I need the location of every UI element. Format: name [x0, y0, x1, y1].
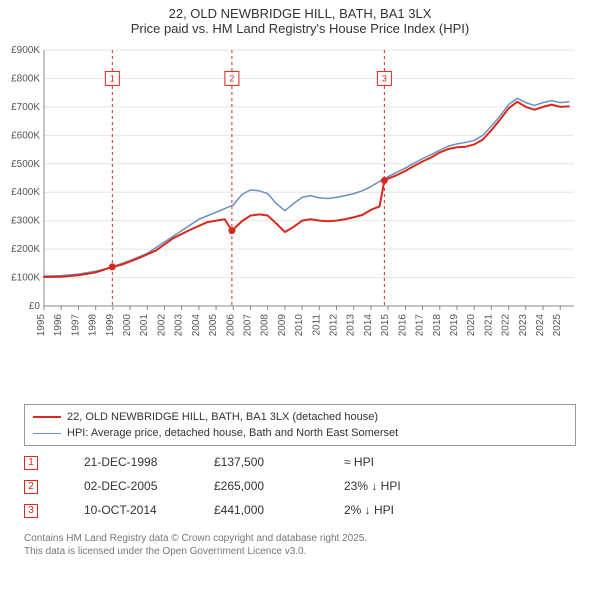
sale-date: 02-DEC-2005: [84, 479, 214, 493]
legend-swatch: [33, 416, 61, 418]
svg-text:2015: 2015: [380, 314, 391, 337]
svg-text:2002: 2002: [156, 314, 167, 337]
sale-diff: ≈ HPI: [344, 455, 474, 469]
svg-text:2004: 2004: [191, 314, 202, 337]
svg-text:2001: 2001: [139, 314, 150, 337]
legend-swatch: [33, 433, 61, 434]
svg-text:2016: 2016: [397, 314, 408, 337]
table-row: 3 10-OCT-2014 £441,000 2% ↓ HPI: [24, 498, 576, 522]
svg-text:£400K: £400K: [11, 187, 40, 198]
sale-diff: 23% ↓ HPI: [344, 479, 474, 493]
svg-text:2019: 2019: [449, 314, 460, 337]
legend-label: HPI: Average price, detached house, Bath…: [67, 425, 398, 441]
svg-text:£800K: £800K: [11, 73, 40, 84]
table-row: 2 02-DEC-2005 £265,000 23% ↓ HPI: [24, 474, 576, 498]
svg-text:2018: 2018: [432, 314, 443, 337]
svg-text:2013: 2013: [346, 314, 357, 337]
svg-text:2007: 2007: [242, 314, 253, 337]
legend: 22, OLD NEWBRIDGE HILL, BATH, BA1 3LX (d…: [24, 404, 576, 446]
svg-text:2005: 2005: [208, 314, 219, 337]
sale-price: £265,000: [214, 479, 344, 493]
sale-marker-icon: 2: [24, 480, 38, 494]
svg-text:2011: 2011: [311, 314, 322, 336]
footnote-line: Contains HM Land Registry data © Crown c…: [24, 532, 576, 545]
svg-text:1998: 1998: [88, 314, 99, 337]
legend-item: HPI: Average price, detached house, Bath…: [33, 425, 567, 441]
page-title-line1: 22, OLD NEWBRIDGE HILL, BATH, BA1 3LX: [0, 6, 600, 21]
svg-text:2003: 2003: [174, 314, 185, 337]
svg-text:3: 3: [382, 73, 387, 83]
svg-text:£0: £0: [29, 301, 41, 312]
svg-text:2008: 2008: [260, 314, 271, 337]
svg-text:2014: 2014: [363, 314, 374, 337]
sales-table: 1 21-DEC-1998 £137,500 ≈ HPI 2 02-DEC-20…: [24, 450, 576, 522]
svg-text:2009: 2009: [277, 314, 288, 337]
svg-text:£300K: £300K: [11, 216, 40, 227]
svg-text:2025: 2025: [552, 314, 563, 337]
svg-text:2021: 2021: [483, 314, 494, 337]
sale-marker-icon: 3: [24, 504, 38, 518]
sale-price: £441,000: [214, 503, 344, 517]
svg-text:1999: 1999: [105, 314, 116, 337]
footnote: Contains HM Land Registry data © Crown c…: [24, 532, 576, 558]
svg-text:1997: 1997: [70, 314, 81, 337]
legend-label: 22, OLD NEWBRIDGE HILL, BATH, BA1 3LX (d…: [67, 409, 378, 425]
svg-text:2023: 2023: [518, 314, 529, 337]
svg-text:2024: 2024: [535, 314, 546, 337]
svg-text:2020: 2020: [466, 314, 477, 337]
svg-text:2012: 2012: [329, 314, 340, 337]
svg-text:£900K: £900K: [11, 45, 40, 56]
svg-text:£600K: £600K: [11, 130, 40, 141]
sale-price: £137,500: [214, 455, 344, 469]
sale-date: 21-DEC-1998: [84, 455, 214, 469]
svg-text:1996: 1996: [53, 314, 64, 337]
svg-text:£500K: £500K: [11, 159, 40, 170]
page-title-line2: Price paid vs. HM Land Registry's House …: [0, 21, 600, 36]
footnote-line: This data is licensed under the Open Gov…: [24, 545, 576, 558]
svg-text:2000: 2000: [122, 314, 133, 337]
price-chart: £0 £100K £200K £300K £400K £500K £600K £700K £80…: [10, 44, 580, 364]
svg-text:2010: 2010: [294, 314, 305, 337]
svg-text:2022: 2022: [501, 314, 512, 337]
svg-text:2: 2: [229, 73, 234, 83]
sale-diff: 2% ↓ HPI: [344, 503, 474, 517]
svg-text:2006: 2006: [225, 314, 236, 337]
sale-marker-icon: 1: [24, 456, 38, 470]
table-row: 1 21-DEC-1998 £137,500 ≈ HPI: [24, 450, 576, 474]
svg-text:£700K: £700K: [11, 102, 40, 113]
sale-date: 10-OCT-2014: [84, 503, 214, 517]
svg-text:1995: 1995: [36, 314, 47, 337]
svg-text:£200K: £200K: [11, 244, 40, 255]
svg-text:2017: 2017: [415, 314, 426, 337]
legend-item: 22, OLD NEWBRIDGE HILL, BATH, BA1 3LX (d…: [33, 409, 567, 425]
svg-text:1: 1: [110, 73, 115, 83]
svg-text:£100K: £100K: [11, 273, 40, 284]
